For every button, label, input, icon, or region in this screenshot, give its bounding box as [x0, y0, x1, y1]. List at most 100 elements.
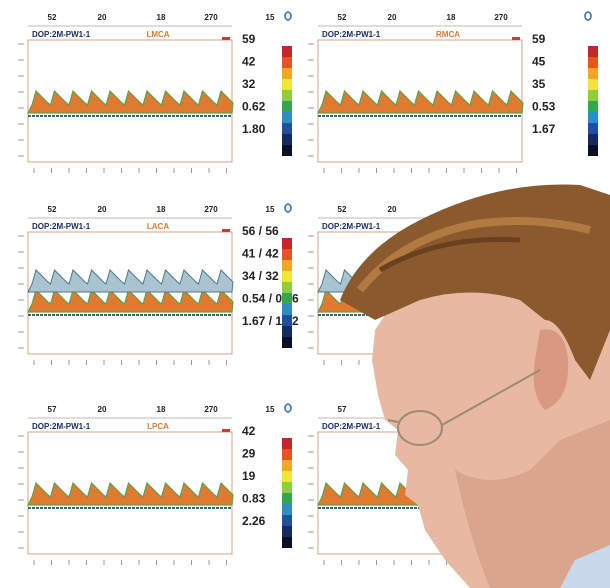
probe-label: DOP:2M-PW1-1	[32, 30, 91, 39]
color-scale	[588, 134, 598, 145]
reading: 41 / 42	[242, 247, 279, 261]
waveform	[317, 89, 524, 114]
header-value: 20	[388, 13, 397, 22]
color-scale	[282, 238, 292, 249]
header-value: 15	[266, 405, 275, 414]
color-scale	[282, 493, 292, 504]
header-value: 57	[338, 405, 347, 414]
reading: 2.26	[242, 514, 266, 528]
color-scale	[282, 326, 292, 337]
color-scale	[282, 438, 292, 449]
color-scale	[282, 337, 292, 348]
probe-label: DOP:2M-PW1-1	[322, 222, 381, 231]
color-scale	[588, 101, 598, 112]
color-scale	[588, 79, 598, 90]
color-scale	[282, 526, 292, 537]
settings-icon	[284, 403, 292, 413]
reading: 45	[532, 55, 546, 69]
waveform	[27, 481, 234, 506]
header-value: 52	[338, 205, 347, 214]
marker	[222, 229, 230, 232]
color-scale	[282, 134, 292, 145]
color-scale	[588, 145, 598, 156]
reading: 0.83	[242, 492, 266, 506]
man-portrait	[340, 184, 610, 588]
color-scale	[282, 304, 292, 315]
color-scale	[282, 282, 292, 293]
probe-label: DOP:2M-PW1-1	[32, 222, 91, 231]
color-scale	[588, 68, 598, 79]
header-value: 15	[266, 205, 275, 214]
reading: 19	[242, 469, 256, 483]
marker	[512, 37, 520, 40]
color-scale	[282, 145, 292, 156]
reading: 42	[242, 424, 256, 438]
header-value: 270	[494, 13, 508, 22]
settings-icon	[284, 203, 292, 213]
probe-label: DOP:2M-PW1-1	[322, 422, 381, 431]
header-value: 20	[98, 205, 107, 214]
settings-icon	[584, 11, 592, 21]
reading: 59	[242, 32, 256, 46]
probe-label: DOP:2M-PW1-1	[322, 30, 381, 39]
vessel-label: LPCA	[147, 422, 169, 431]
header-value: 270	[204, 13, 218, 22]
color-scale	[282, 471, 292, 482]
color-scale	[588, 46, 598, 57]
color-scale	[282, 271, 292, 282]
color-scale	[282, 123, 292, 134]
marker	[222, 37, 230, 40]
vessel-label: RMCA	[436, 30, 460, 39]
reading: 56 / 56	[242, 224, 279, 238]
header-value: 270	[204, 205, 218, 214]
header-value: 18	[157, 13, 166, 22]
reading: 35	[532, 77, 546, 91]
vessel-label: LMCA	[146, 30, 169, 39]
color-scale	[282, 504, 292, 515]
header-value: 52	[48, 205, 57, 214]
header-value: 20	[98, 405, 107, 414]
header-value: 18	[157, 405, 166, 414]
color-scale	[282, 46, 292, 57]
waveform-upper	[27, 269, 234, 293]
header-value: 20	[388, 205, 397, 214]
color-scale	[282, 249, 292, 260]
color-scale	[282, 460, 292, 471]
reading: 1.80	[242, 122, 266, 136]
reading: 0.53	[532, 100, 556, 114]
color-scale	[588, 112, 598, 123]
waveform	[27, 89, 234, 114]
header-value: 18	[157, 205, 166, 214]
header-value: 20	[98, 13, 107, 22]
reading: 32	[242, 77, 256, 91]
color-scale	[282, 293, 292, 304]
doppler-panel: 52 20 18 270 15 DOP:2M-PW1-1 LMCA 59 42 32 0.62 1.8…	[18, 11, 292, 173]
color-scale	[282, 101, 292, 112]
reading: 59	[532, 32, 546, 46]
header-value: 15	[266, 13, 275, 22]
doppler-panel: 52 20 18 270 DOP:2M-PW1-1 RMCA 59 45 35 0.53 1.67	[308, 11, 598, 173]
color-scale	[588, 57, 598, 68]
color-scale	[282, 79, 292, 90]
reading: 34 / 32	[242, 269, 279, 283]
probe-label: DOP:2M-PW1-1	[32, 422, 91, 431]
settings-icon	[284, 11, 292, 21]
reading: 42	[242, 55, 256, 69]
color-scale	[588, 123, 598, 134]
header-value: 270	[204, 405, 218, 414]
reading: 29	[242, 447, 256, 461]
header-value: 18	[447, 13, 456, 22]
color-scale	[588, 90, 598, 101]
reading: 0.62	[242, 100, 266, 114]
color-scale	[282, 515, 292, 526]
header-value: 52	[48, 13, 57, 22]
doppler-panel: 52 20 18 270 15 DOP:2M-PW1-1 LACA 56 / 56 41 / 4…	[18, 203, 299, 365]
marker	[222, 429, 230, 432]
color-scale	[282, 68, 292, 79]
header-value: 52	[338, 13, 347, 22]
color-scale	[282, 537, 292, 548]
color-scale	[282, 112, 292, 123]
header-value: 57	[48, 405, 57, 414]
reading: 1.67	[532, 122, 556, 136]
